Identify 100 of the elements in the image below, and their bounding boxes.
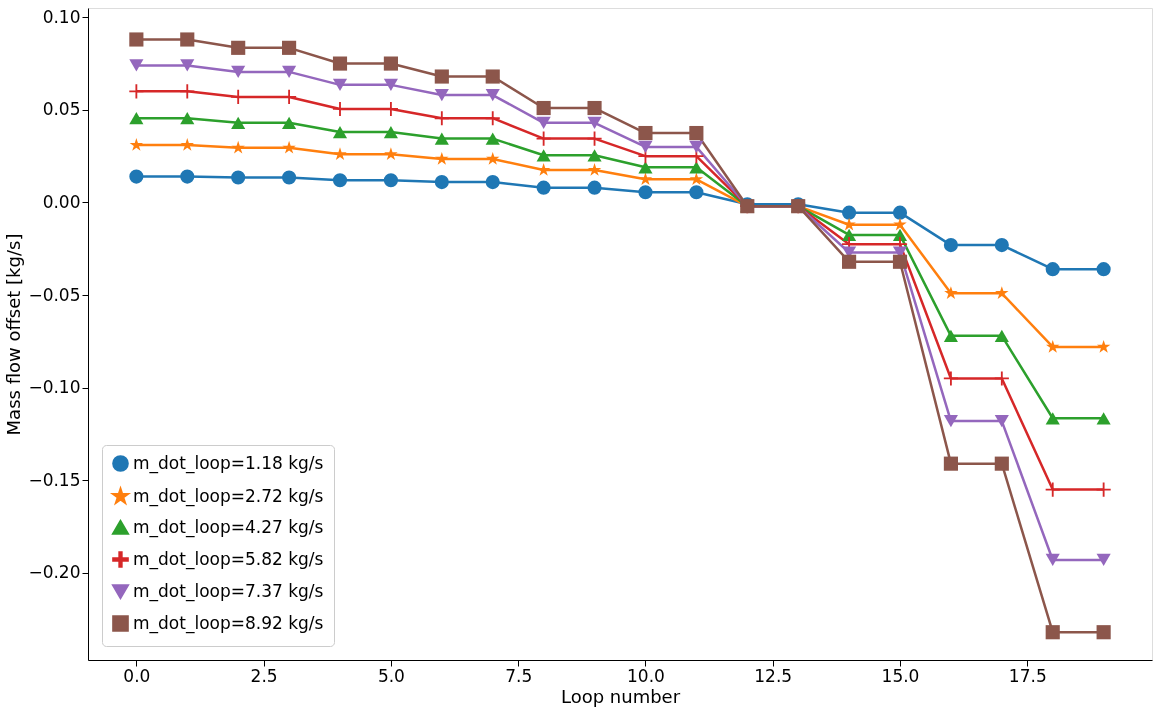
x-axis-title: Loop number <box>560 685 681 707</box>
x-tick-label: 10.0 <box>627 665 665 686</box>
point <box>689 125 704 141</box>
legend-label: m_dot_loop=5.82 kg/s <box>133 548 324 570</box>
y-axis-title: Mass flow offset [kg/s] <box>3 233 25 436</box>
point <box>129 112 144 125</box>
point <box>587 180 602 195</box>
point <box>536 149 551 162</box>
point <box>842 254 857 269</box>
point <box>587 100 602 116</box>
point <box>434 175 449 190</box>
point <box>434 69 449 84</box>
point <box>383 56 398 71</box>
point <box>1096 262 1111 277</box>
point <box>943 329 958 342</box>
point <box>180 169 195 184</box>
point <box>994 238 1009 253</box>
point <box>231 116 246 129</box>
point <box>384 147 398 161</box>
y-tick-label: −0.10 <box>28 377 81 398</box>
point <box>282 116 297 129</box>
point <box>485 88 500 102</box>
x-tick-label: 0.0 <box>123 665 151 686</box>
point <box>1096 412 1111 425</box>
point <box>180 59 195 72</box>
point <box>485 69 500 84</box>
point <box>842 217 856 231</box>
point <box>587 163 602 176</box>
point <box>1045 553 1060 567</box>
point <box>332 78 348 91</box>
point <box>383 173 398 188</box>
point <box>231 65 246 79</box>
legend-label: m_dot_loop=7.37 kg/s <box>133 580 324 602</box>
point <box>536 180 551 195</box>
point <box>1045 625 1060 640</box>
point <box>943 414 958 428</box>
point <box>180 32 195 47</box>
point <box>943 456 958 471</box>
y-tick-label: 0.05 <box>42 99 81 120</box>
point <box>129 84 144 99</box>
point <box>332 56 348 71</box>
point <box>1045 262 1060 277</box>
point <box>231 40 246 55</box>
point <box>332 125 348 139</box>
point <box>1045 412 1060 425</box>
point <box>994 329 1009 342</box>
point <box>892 205 908 220</box>
point <box>1096 625 1111 640</box>
point <box>689 140 704 154</box>
point <box>1096 553 1111 567</box>
point <box>1096 339 1111 353</box>
point <box>587 116 602 129</box>
point <box>231 170 246 185</box>
x-tick-label: 17.5 <box>1008 665 1047 686</box>
point <box>282 65 297 79</box>
point <box>944 286 958 299</box>
point <box>536 100 551 116</box>
point <box>129 32 144 47</box>
point <box>383 125 398 139</box>
point <box>1046 339 1060 353</box>
point <box>434 88 449 102</box>
legend-label: m_dot_loop=1.18 kg/s <box>133 452 324 474</box>
point <box>282 140 296 154</box>
point <box>1045 482 1060 497</box>
point <box>434 132 449 145</box>
point <box>180 84 195 99</box>
point <box>994 456 1009 471</box>
point <box>383 78 398 91</box>
point <box>842 228 857 242</box>
point <box>332 173 348 188</box>
point <box>943 238 958 253</box>
point <box>842 205 857 220</box>
point <box>231 140 245 154</box>
point <box>638 125 653 141</box>
point <box>587 149 602 162</box>
point <box>638 172 653 186</box>
point <box>282 170 297 185</box>
point <box>485 132 500 145</box>
point <box>180 138 194 151</box>
y-tick-label: −0.15 <box>28 469 81 490</box>
point <box>689 172 704 186</box>
legend-label: m_dot_loop=8.92 kg/s <box>133 612 324 634</box>
point <box>333 147 347 161</box>
point <box>486 151 500 165</box>
x-tick-label: 5.0 <box>377 665 405 686</box>
y-tick-label: 0.00 <box>42 191 81 212</box>
x-tick-label: 12.5 <box>754 665 793 686</box>
point <box>485 111 500 126</box>
point <box>129 169 144 184</box>
x-tick-label: 7.5 <box>505 665 533 686</box>
y-tick-label: −0.20 <box>28 562 81 583</box>
point <box>282 40 297 55</box>
point <box>536 131 551 146</box>
point <box>485 175 500 190</box>
point <box>129 138 144 151</box>
y-tick-label: 0.10 <box>42 6 81 27</box>
point <box>638 140 653 154</box>
point <box>892 254 908 269</box>
x-tick-label: 15.0 <box>881 665 920 686</box>
point <box>994 414 1009 428</box>
